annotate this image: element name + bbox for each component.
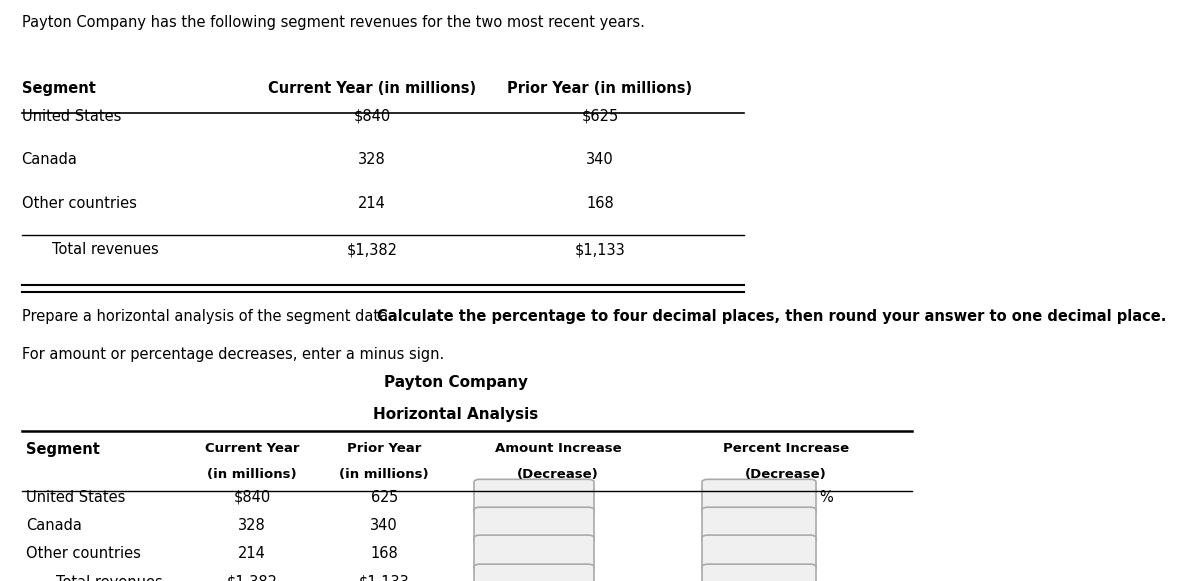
FancyBboxPatch shape [702,507,816,543]
Text: 168: 168 [370,546,398,561]
Text: United States: United States [26,490,126,505]
Text: $1,382: $1,382 [347,242,397,257]
Text: $1,133: $1,133 [575,242,625,257]
Text: Payton Company: Payton Company [384,375,528,390]
Text: $625: $625 [581,109,619,124]
Text: $625 $: $625 $ [370,489,398,505]
Text: Total revenues: Total revenues [52,242,158,257]
FancyBboxPatch shape [702,564,816,581]
Text: (in millions): (in millions) [208,468,296,480]
Text: Prior Year (in millions): Prior Year (in millions) [508,81,692,96]
Text: %: % [820,490,833,505]
Text: 340: 340 [370,518,398,533]
Text: 168: 168 [586,196,614,211]
Text: $1,133: $1,133 [359,575,409,581]
Text: United States: United States [22,109,121,124]
Text: For amount or percentage decreases, enter a minus sign.: For amount or percentage decreases, ente… [22,347,444,362]
Text: $840: $840 [233,490,271,505]
Text: 214: 214 [358,196,386,211]
FancyBboxPatch shape [702,535,816,571]
Text: Canada: Canada [22,152,78,167]
Text: (Decrease): (Decrease) [517,468,599,480]
Text: 214: 214 [238,546,266,561]
Text: Other countries: Other countries [22,196,137,211]
Text: Segment: Segment [26,442,101,457]
FancyBboxPatch shape [702,479,816,515]
Text: Total revenues: Total revenues [56,575,163,581]
Text: $840: $840 [353,109,391,124]
FancyBboxPatch shape [474,564,594,581]
Text: Segment: Segment [22,81,96,96]
FancyBboxPatch shape [474,535,594,571]
Text: Payton Company has the following segment revenues for the two most recent years.: Payton Company has the following segment… [22,15,644,30]
Text: 328: 328 [358,152,386,167]
Text: (Decrease): (Decrease) [745,468,827,480]
Text: Percent Increase: Percent Increase [722,442,850,454]
FancyBboxPatch shape [474,507,594,543]
Text: Current Year (in millions): Current Year (in millions) [268,81,476,96]
Text: $1,382: $1,382 [227,575,277,581]
Text: Current Year: Current Year [205,442,299,454]
Text: Prior Year: Prior Year [347,442,421,454]
Text: Amount Increase: Amount Increase [494,442,622,454]
Text: 328: 328 [238,518,266,533]
Text: (in millions): (in millions) [340,468,428,480]
Text: 340: 340 [586,152,614,167]
Text: Horizontal Analysis: Horizontal Analysis [373,407,539,422]
Text: Other countries: Other countries [26,546,142,561]
Text: Calculate the percentage to four decimal places, then round your answer to one d: Calculate the percentage to four decimal… [377,309,1166,324]
Text: Prepare a horizontal analysis of the segment data.: Prepare a horizontal analysis of the seg… [22,309,397,324]
Text: Canada: Canada [26,518,83,533]
FancyBboxPatch shape [474,479,594,515]
